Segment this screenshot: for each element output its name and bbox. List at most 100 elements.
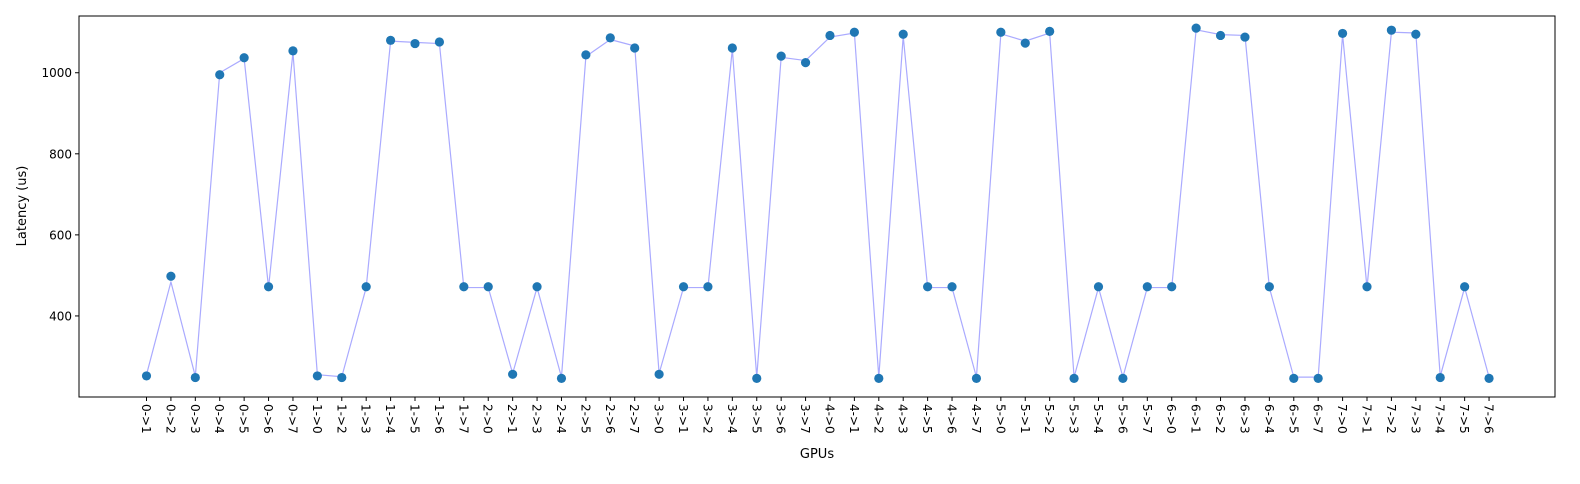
x-tick-label: 5->0 <box>993 404 1007 434</box>
x-tick-label: 0->6 <box>261 404 275 434</box>
data-point <box>1386 25 1397 35</box>
x-tick-label: 4->5 <box>920 404 934 434</box>
x-tick-label: 7->6 <box>1482 404 1496 434</box>
data-point <box>947 282 957 292</box>
data-point <box>1264 282 1274 292</box>
series-lines <box>145 29 1490 378</box>
data-point <box>312 371 322 381</box>
data-point <box>410 38 420 49</box>
data-point <box>825 30 835 41</box>
x-tick-label: 7->1 <box>1360 404 1374 434</box>
data-point <box>337 372 347 383</box>
x-tick-label: 7->5 <box>1457 404 1471 434</box>
data-point <box>727 43 737 53</box>
x-axis: 0->1 0->2 0->3 0->4 0->5 0->6 0->7 1->0 1->2 1->3… <box>139 397 1496 434</box>
data-point <box>1337 28 1348 39</box>
data-point <box>1313 373 1323 383</box>
x-tick-label: 2->4 <box>554 404 568 434</box>
data-point <box>1167 282 1177 292</box>
data-point <box>1411 29 1421 39</box>
data-point <box>556 373 567 383</box>
data-point <box>1142 282 1152 292</box>
x-tick-label: 6->4 <box>1262 404 1276 434</box>
data-point <box>532 282 542 292</box>
data-point <box>166 271 176 281</box>
y-axis: 400 600 800 1000 <box>41 66 79 323</box>
x-tick-label: 5->4 <box>1091 404 1105 434</box>
data-point <box>1484 373 1494 383</box>
data-point <box>630 43 640 53</box>
x-tick-label: 4->7 <box>969 404 983 434</box>
data-point <box>581 50 591 60</box>
data-point <box>1215 30 1226 41</box>
y-tick-label: 800 <box>49 147 72 161</box>
data-point <box>703 282 713 292</box>
x-tick-label: 5->6 <box>1115 404 1129 434</box>
plot-frame <box>78 15 1556 398</box>
data-point <box>1240 32 1250 42</box>
data-point <box>1093 282 1104 292</box>
x-tick-label: 1->7 <box>456 404 470 434</box>
x-tick-label: 4->6 <box>945 404 959 434</box>
data-point <box>459 282 469 292</box>
x-tick-label: 2->0 <box>481 404 495 434</box>
x-tick-label: 2->3 <box>530 404 544 434</box>
data-point <box>215 70 225 80</box>
x-tick-label: 1->4 <box>383 404 397 434</box>
data-point <box>678 282 689 292</box>
data-point <box>654 369 664 379</box>
data-point <box>361 282 371 292</box>
data-point <box>1435 372 1445 383</box>
x-tick-label: 1->5 <box>408 404 422 434</box>
data-point <box>971 373 982 383</box>
x-tick-label: 5->1 <box>1018 404 1032 434</box>
data-point <box>190 372 200 383</box>
data-point <box>800 58 811 68</box>
x-tick-label: 0->5 <box>237 404 251 434</box>
data-point <box>141 371 152 381</box>
x-tick-label: 5->2 <box>1042 404 1056 434</box>
x-tick-label: 2->5 <box>578 404 592 434</box>
data-point <box>263 282 274 292</box>
x-tick-label: 1->6 <box>432 404 446 434</box>
x-tick-label: 6->3 <box>1237 404 1251 434</box>
x-tick-label: 3->5 <box>749 404 763 434</box>
x-tick-label: 3->6 <box>774 404 788 434</box>
data-point <box>776 51 786 61</box>
x-tick-label: 4->1 <box>847 404 861 434</box>
data-point <box>239 53 249 63</box>
x-tick-label: 0->1 <box>139 404 153 434</box>
y-tick-label: 1000 <box>41 66 72 80</box>
x-tick-label: 1->2 <box>334 404 348 434</box>
data-point <box>386 35 396 45</box>
x-tick-label: 3->2 <box>700 404 714 434</box>
data-point <box>1362 282 1372 292</box>
data-point <box>849 27 859 37</box>
data-point <box>923 282 933 292</box>
data-point <box>752 373 762 383</box>
data-point <box>288 46 298 56</box>
x-tick-label: 7->0 <box>1335 404 1349 434</box>
data-point <box>874 373 884 383</box>
x-tick-label: 0->4 <box>212 404 226 434</box>
x-tick-label: 7->3 <box>1408 404 1422 434</box>
data-point <box>605 33 615 43</box>
x-tick-label: 6->0 <box>1164 404 1178 434</box>
data-point <box>1289 373 1299 383</box>
x-tick-label: 7->4 <box>1433 404 1447 434</box>
series-line <box>145 29 1490 378</box>
data-point <box>1118 373 1128 383</box>
x-tick-label: 0->2 <box>163 404 177 434</box>
x-tick-label: 4->0 <box>822 404 836 434</box>
x-tick-label: 4->3 <box>896 404 910 434</box>
x-tick-label: 3->7 <box>798 404 812 434</box>
x-tick-label: 5->7 <box>1140 404 1154 434</box>
x-tick-label: 1->0 <box>310 404 324 434</box>
x-tick-label: 3->4 <box>725 404 739 434</box>
x-tick-label: 3->0 <box>652 404 666 434</box>
y-axis-label: Latency (us) <box>15 166 30 247</box>
x-tick-label: 0->7 <box>285 404 299 434</box>
x-tick-label: 2->1 <box>505 404 519 434</box>
